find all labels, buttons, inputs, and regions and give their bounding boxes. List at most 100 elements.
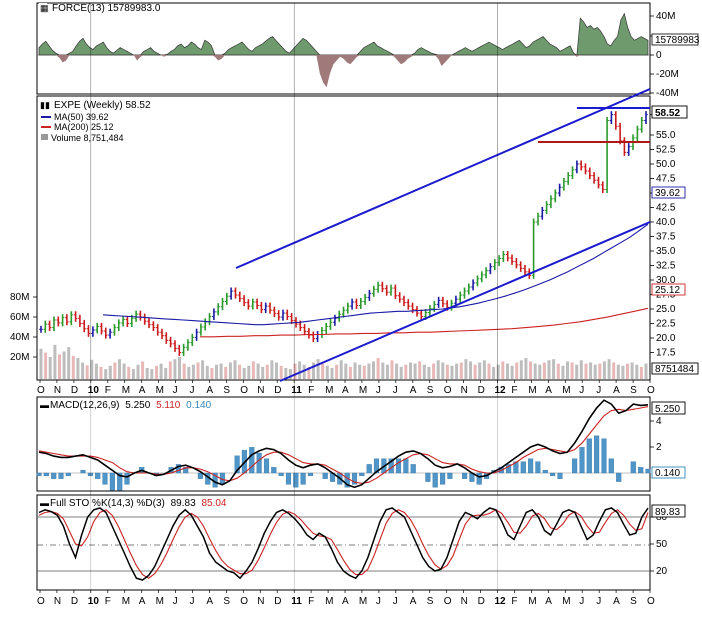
volume-bar [496, 364, 500, 379]
month-label: A [613, 385, 620, 396]
volume-bar [48, 357, 52, 379]
volume-bar [288, 369, 292, 379]
month-label: S [427, 385, 434, 396]
macd-hist-bar [447, 472, 453, 479]
month-label: O [444, 385, 452, 396]
volume-bar [538, 364, 542, 379]
month-label: 12 [495, 596, 507, 607]
month-label: N [54, 385, 61, 396]
macd-hist-bar [322, 472, 328, 479]
volume-bar [242, 368, 246, 379]
month-label: J [190, 596, 195, 607]
volume-bar [270, 360, 274, 379]
month-label: M [325, 596, 333, 607]
price-tick-label: 47.5 [656, 174, 676, 185]
ma200-line [200, 307, 649, 338]
volume-bar [62, 351, 66, 379]
macd-hist-bar [586, 438, 592, 474]
ma200-legend-label: MA(200) 25.12 [54, 122, 114, 132]
volume-bar [589, 362, 593, 379]
volume-bar [612, 362, 616, 379]
month-label: J [596, 385, 601, 396]
macd-hist-bar [300, 472, 306, 485]
volume-tick-label: 60M [10, 312, 29, 323]
volume-bar [556, 363, 560, 379]
volume-tick-label: 40M [10, 332, 29, 343]
volume-bar [302, 364, 306, 379]
volume-bar [316, 359, 320, 379]
month-label: M [359, 596, 367, 607]
volume-bar [593, 364, 597, 379]
volume-bar [265, 364, 269, 379]
volume-bar [90, 359, 94, 380]
macd-hist-bar [550, 472, 556, 477]
volume-bar [492, 366, 496, 379]
volume-bar [367, 363, 371, 379]
month-label: O [647, 596, 655, 607]
macd-value-label: 5.250 [655, 404, 680, 415]
volume-bar [626, 363, 629, 379]
price-marker-icon: ▮▮ [40, 100, 50, 110]
macd-hist-bar [638, 467, 644, 474]
sto-frame [36, 494, 651, 591]
volume-bar [187, 366, 191, 379]
month-label: O [444, 596, 452, 607]
volume-bar [39, 348, 43, 380]
macd-hist-bar [594, 435, 600, 474]
macd-title-prefix: MACD(12,26,9) [50, 400, 119, 411]
month-label: J [579, 385, 584, 396]
macd-hist-bar [579, 447, 585, 474]
volume-bar [547, 360, 551, 379]
price-tick-label: 17.5 [656, 348, 676, 359]
volume-bar [210, 368, 214, 379]
volume-bar [256, 363, 260, 379]
volume-bar [635, 364, 639, 379]
month-label: M [156, 596, 164, 607]
macd-tick-label: 4 [656, 416, 662, 427]
macd-hist-bar [645, 468, 651, 474]
volume-bar [71, 355, 75, 379]
volume-bar [575, 364, 579, 379]
sto-d-value: 85.04 [201, 498, 226, 509]
force-tick-label: 40M [656, 11, 675, 22]
macd-hist-bar [271, 467, 277, 474]
volume-bar [432, 363, 436, 379]
month-label: O [240, 385, 248, 396]
macd-hist-bar [344, 472, 350, 488]
macd-hist-bar [373, 458, 380, 474]
volume-bar [339, 360, 343, 379]
volume-bar [584, 363, 588, 379]
volume-bar [201, 360, 205, 379]
volume-bar [473, 364, 477, 379]
price-frame [36, 95, 651, 381]
macd-hist-bar [506, 464, 512, 474]
month-label: A [342, 385, 349, 396]
sto-k-line [38, 507, 649, 581]
volume-bar [464, 359, 468, 379]
volume-bar [335, 364, 339, 379]
price-title: EXPE (Weekly) 58.52 [54, 100, 151, 111]
volume-bar [312, 362, 315, 379]
volume-bar [372, 361, 375, 379]
volume-bar [178, 357, 181, 379]
month-label: O [37, 385, 45, 396]
macd-hist-bar [293, 472, 299, 488]
volume-bar [418, 361, 422, 379]
volume-bar [145, 368, 149, 379]
month-label: F [308, 385, 314, 396]
month-label: A [410, 385, 417, 396]
macd-hist-bar [616, 472, 622, 482]
volume-bar [515, 362, 519, 379]
volume-bars [39, 344, 648, 380]
force-panel: ▦ FORCE(13) 15789983.0 40M 0 -20M -40M 1578… [36, 2, 700, 99]
price-tick-label: 32.5 [656, 261, 676, 272]
sto-value-label: 89.83 [655, 507, 680, 518]
macd-hist-bar [528, 458, 534, 474]
volume-bar [164, 368, 168, 379]
volume-bar [182, 363, 186, 379]
price-tick-label: 20.0 [656, 333, 676, 344]
macd-hist-bar [87, 472, 93, 477]
volume-bar [469, 361, 472, 379]
macd-hist-bar [51, 472, 57, 479]
volume-bar [53, 344, 57, 379]
